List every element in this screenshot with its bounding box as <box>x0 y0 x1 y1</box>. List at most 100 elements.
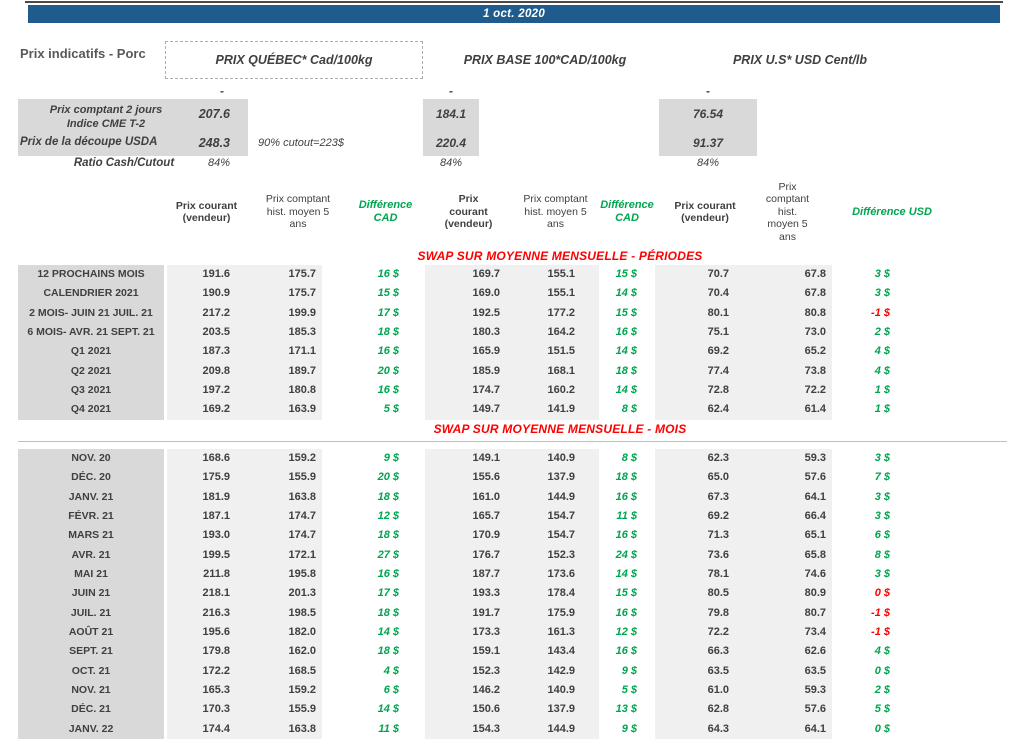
cell-value: 80.9 <box>743 584 832 604</box>
table-row: Q2 2021 209.8 189.7 20 $ 185.9 168.1 18 $ 77.4 7… <box>18 361 900 381</box>
cell-value: 190.9 <box>167 284 246 304</box>
cell-value: 154.3 <box>425 719 512 739</box>
cell-value: 165.9 <box>425 342 512 362</box>
cell-diff: 9 $ <box>621 722 637 735</box>
cell-value: 63.5 <box>743 661 832 681</box>
cell-value: 181.9 <box>167 487 246 507</box>
row-label: JUIN 21 <box>18 584 167 604</box>
row-label: NOV. 20 <box>18 449 167 469</box>
cell-value: 174.7 <box>246 526 322 546</box>
cell-value: 142.9 <box>512 661 599 681</box>
cell-value: 216.3 <box>167 603 246 623</box>
cell-value: 161.3 <box>512 622 599 643</box>
cell-value: 172.1 <box>246 545 322 565</box>
cell-diff: -1 $ <box>871 625 890 638</box>
cell-value: 140.9 <box>512 449 599 469</box>
ratio-base: 84% <box>439 157 463 169</box>
row-label: MARS 21 <box>18 526 167 546</box>
cell-diff: 14 $ <box>615 345 637 358</box>
cell-value: 187.3 <box>167 342 246 362</box>
cell-value: 137.9 <box>512 468 599 488</box>
table-row: 12 PROCHAINS MOIS 191.6 175.7 16 $ 169.7 155.… <box>18 265 900 285</box>
table-row: JUIL. 21 216.3 198.5 18 $ 191.7 175.9 16 $ 79.8… <box>18 603 900 623</box>
cell-diff: 6 $ <box>383 683 399 696</box>
placeholder-dash-base: - <box>449 84 453 98</box>
cell-value: 180.3 <box>425 322 512 343</box>
cell-diff: 15 $ <box>377 287 399 300</box>
cell-diff: 3 $ <box>874 452 890 464</box>
cell-value: 57.6 <box>743 468 832 488</box>
table-row: DÉC. 21 170.3 155.9 14 $150.6 137.9 13 $62.8 5… <box>18 700 900 720</box>
cell-diff: 14 $ <box>615 567 637 580</box>
table-row: SEPT. 21 179.8 162.0 18 $ 159.1 143.4 16 $ 66.3… <box>18 642 900 662</box>
cell-diff: 16 $ <box>615 490 637 503</box>
cell-value: 65.1 <box>743 526 832 546</box>
cell-value: 165.7 <box>425 506 512 527</box>
page-title: Prix indicatifs - Porc <box>20 46 146 61</box>
row-label: MAI 21 <box>18 564 167 585</box>
column-headers: Prix courant (vendeur) Prix comptant his… <box>18 176 932 248</box>
cell-diff: 18 $ <box>377 606 399 619</box>
cell-value: 61.0 <box>655 680 743 701</box>
cell-value: 66.4 <box>743 506 832 527</box>
cell-value: 192.5 <box>425 303 512 323</box>
cell-diff: 9 $ <box>621 664 637 677</box>
cell-diff: 8 $ <box>621 403 637 416</box>
section-title-months: SWAP SUR MOYENNE MENSUELLE - MOIS <box>433 422 687 436</box>
cell-diff: 11 $ <box>616 509 637 522</box>
row-label: JUIL. 21 <box>18 603 167 623</box>
cell-diff: 0 $ <box>874 587 890 600</box>
cell-value: 80.5 <box>655 584 743 604</box>
column-header-diff-cad-base: Différence CAD <box>600 199 654 224</box>
cell-value: 198.5 <box>246 603 322 623</box>
cell-diff: -1 $ <box>871 606 890 619</box>
row-label: Q3 2021 <box>18 380 167 401</box>
table-row: DÉC. 20 175.9 155.9 20 $ 155.6 137.9 18 $ 65.0 5… <box>18 468 900 488</box>
cutout-qc: 248.3 <box>198 136 230 150</box>
swap-periods-table: 12 PROCHAINS MOIS 191.6 175.7 16 $ 169.7 155.… <box>18 265 900 420</box>
cell-value: 61.4 <box>743 400 832 420</box>
cell-value: 169.0 <box>425 284 512 304</box>
cell-value: 59.3 <box>743 449 832 469</box>
table-row: Q4 2021 169.2 163.9 5 $ 149.7 141.9 8 $ 62.4 61.… <box>18 400 900 420</box>
column-header-current-qc: Prix courant (vendeur) <box>175 199 238 224</box>
cell-value: 62.4 <box>655 400 743 420</box>
cell-value: 180.8 <box>246 380 322 401</box>
cell-value: 185.9 <box>425 361 512 381</box>
cell-diff: 2 $ <box>874 325 890 338</box>
cell-diff: 18 $ <box>615 364 637 377</box>
ratio-us: 84% <box>696 157 720 169</box>
table-row: JANV. 21 181.9 163.8 18 $ 161.0 144.9 16 $ 67.3… <box>18 487 900 507</box>
cell-value: 159.2 <box>246 449 322 469</box>
cell-value: 201.3 <box>246 584 322 604</box>
cell-value: 174.4 <box>167 719 246 739</box>
swap-months-table: NOV. 20 168.6 159.2 9 $149.1 140.9 8 $62.3 59.… <box>18 449 900 739</box>
cell-value: 71.3 <box>655 526 743 546</box>
column-header-diff-usd: Différence USD <box>852 205 932 218</box>
cell-value: 159.1 <box>425 642 512 662</box>
cell-value: 80.7 <box>743 603 832 623</box>
table-row: Q1 2021 187.3 171.1 16 $ 165.9 151.5 14 $ 69.2 6… <box>18 342 900 362</box>
table-row: AVR. 21 199.5 172.1 27 $ 176.7 152.3 24 $ 73.6 6… <box>18 545 900 565</box>
cell-value: 195.8 <box>246 564 322 585</box>
cell-value: 80.8 <box>743 303 832 323</box>
cell-value: 73.4 <box>743 622 832 643</box>
table-row: JUIN 21 218.1 201.3 17 $ 193.3 178.4 15 $ 80.5 8… <box>18 584 900 604</box>
cell-diff: 6 $ <box>874 529 890 542</box>
cell-value: 78.1 <box>655 564 743 585</box>
spot-2day-us: 76.54 <box>692 107 724 121</box>
cell-diff: 0 $ <box>874 664 890 677</box>
cell-value: 150.6 <box>425 700 512 720</box>
cell-value: 75.1 <box>655 322 743 343</box>
cell-value: 160.2 <box>512 380 599 401</box>
cell-diff: 24 $ <box>615 548 637 561</box>
column-header-hist-qc: Prix comptant hist. moyen 5 ans <box>265 193 331 231</box>
row-label: CALENDRIER 2021 <box>18 284 167 304</box>
cell-value: 72.8 <box>655 380 743 401</box>
cell-value: 80.1 <box>655 303 743 323</box>
cell-diff: 18 $ <box>377 645 399 658</box>
ratio-label: Ratio Cash/Cutout <box>73 157 175 169</box>
cell-value: 174.7 <box>425 380 512 401</box>
table-row: JANV. 22 174.4 163.8 11 $ 154.3 144.9 9 $ 64.3 6… <box>18 719 900 739</box>
spot-2day-base: 184.1 <box>435 107 467 121</box>
